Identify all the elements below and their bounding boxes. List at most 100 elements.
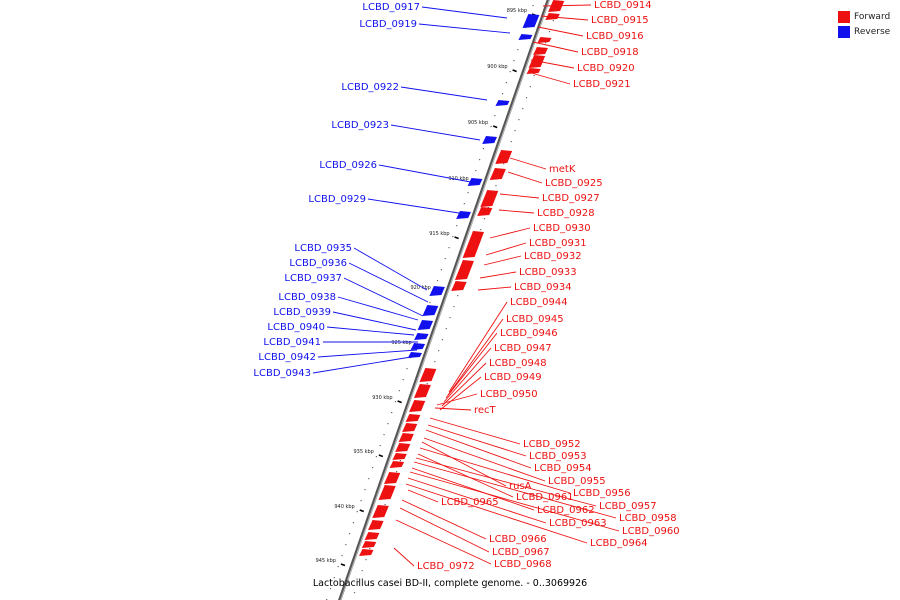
forward-gene[interactable] (489, 168, 506, 180)
forward-gene-label[interactable]: LCBD_0933 (519, 267, 577, 278)
reverse-gene-label[interactable]: LCBD_0938 (278, 292, 336, 303)
forward-gene[interactable] (402, 423, 418, 432)
forward-gene-label[interactable]: LCBD_0932 (524, 251, 582, 262)
forward-gene[interactable] (451, 281, 467, 291)
forward-gene-label[interactable]: LCBD_0954 (534, 463, 592, 474)
forward-gene-label[interactable]: LCBD_0966 (489, 534, 547, 545)
reverse-gene-label[interactable]: LCBD_0935 (294, 243, 352, 254)
forward-gene[interactable] (419, 368, 437, 382)
forward-gene-label[interactable]: LCBD_0950 (480, 389, 538, 400)
forward-gene[interactable] (384, 472, 401, 484)
forward-gene-label[interactable]: LCBD_0947 (494, 343, 552, 354)
forward-gene[interactable] (359, 549, 374, 556)
reverse-gene[interactable] (495, 100, 510, 106)
forward-gene-label[interactable]: recT (474, 405, 497, 416)
guide-dot (494, 115, 496, 117)
forward-gene[interactable] (462, 231, 484, 258)
forward-gene-label[interactable]: LCBD_0952 (523, 439, 581, 450)
forward-gene[interactable] (364, 532, 380, 540)
forward-gene-label[interactable]: LCBD_0953 (529, 451, 587, 462)
reverse-gene-label[interactable]: LCBD_0922 (341, 82, 399, 93)
forward-gene-label[interactable]: LCBD_0946 (500, 328, 558, 339)
reverse-gene-label[interactable]: LCBD_0939 (273, 307, 331, 318)
reverse-gene[interactable] (467, 178, 483, 186)
reverse-gene-label[interactable]: LCBD_0919 (359, 19, 417, 30)
forward-gene-label[interactable]: LCBD_0948 (489, 358, 547, 369)
forward-gene[interactable] (368, 520, 384, 530)
forward-gene-label[interactable]: LCBD_0968 (494, 559, 552, 570)
reverse-gene-label[interactable]: LCBD_0917 (362, 2, 420, 13)
forward-gene-label[interactable]: LCBD_0962 (537, 505, 595, 516)
forward-gene[interactable] (413, 384, 431, 398)
forward-gene-label[interactable]: LCBD_0957 (599, 501, 657, 512)
forward-gene[interactable] (477, 207, 493, 216)
reverse-gene[interactable] (429, 286, 445, 296)
forward-gene-label[interactable]: LCBD_0945 (506, 314, 564, 325)
forward-gene-label[interactable]: LCBD_0963 (549, 518, 607, 529)
forward-gene[interactable] (409, 400, 426, 412)
forward-gene-label[interactable]: LCBD_0916 (586, 31, 644, 42)
forward-gene-label[interactable]: rusA (509, 481, 532, 492)
forward-gene[interactable] (389, 461, 405, 468)
reverse-gene-label[interactable]: LCBD_0936 (289, 258, 347, 269)
forward-gene-label[interactable]: LCBD_0930 (533, 223, 591, 234)
forward-gene-label[interactable]: LCBD_0920 (577, 63, 635, 74)
reverse-gene-label[interactable]: LCBD_0942 (258, 352, 316, 363)
reverse-gene[interactable] (410, 343, 426, 350)
reverse-gene-label[interactable]: LCBD_0929 (308, 194, 366, 205)
forward-gene-label[interactable]: LCBD_0921 (573, 79, 631, 90)
reverse-gene-label[interactable]: LCBD_0923 (331, 120, 389, 131)
forward-gene-label[interactable]: LCBD_0960 (622, 526, 680, 537)
forward-gene-label[interactable]: LCBD_0931 (529, 238, 587, 249)
forward-gene-label[interactable]: LCBD_0956 (573, 488, 631, 499)
forward-gene[interactable] (372, 505, 389, 518)
forward-gene[interactable] (395, 443, 411, 452)
forward-gene-label[interactable]: LCBD_0961 (516, 492, 574, 503)
forward-gene[interactable] (533, 47, 548, 55)
forward-gene-label[interactable]: LCBD_0965 (441, 497, 499, 508)
forward-gene-label[interactable]: LCBD_0944 (510, 297, 568, 308)
forward-gene[interactable] (378, 485, 396, 500)
reverse-gene-label[interactable]: LCBD_0940 (267, 322, 325, 333)
forward-gene[interactable] (526, 68, 541, 74)
forward-gene-label[interactable]: LCBD_0964 (590, 538, 648, 549)
reverse-gene[interactable] (518, 34, 533, 40)
forward-gene-label[interactable]: LCBD_0967 (492, 547, 550, 558)
reverse-gene[interactable] (522, 14, 540, 28)
reverse-gene[interactable] (422, 305, 439, 316)
scale-tick-label: 910 kbp (448, 176, 468, 182)
reverse-gene-label[interactable]: LCBD_0941 (263, 337, 321, 348)
forward-gene[interactable] (480, 190, 499, 207)
reverse-leader-line (326, 326, 415, 336)
forward-gene-label[interactable]: LCBD_0914 (594, 0, 652, 11)
forward-gene-label[interactable]: LCBD_0958 (619, 513, 677, 524)
forward-gene-label[interactable]: LCBD_0927 (542, 193, 600, 204)
reverse-gene-label[interactable]: LCBD_0943 (253, 368, 311, 379)
forward-gene-label[interactable]: metK (549, 164, 576, 175)
forward-gene[interactable] (495, 150, 513, 164)
forward-gene[interactable] (545, 13, 560, 20)
reverse-gene[interactable] (456, 211, 471, 219)
forward-gene[interactable] (392, 453, 407, 460)
forward-gene-label[interactable]: LCBD_0928 (537, 208, 595, 219)
forward-gene-label[interactable]: LCBD_0918 (581, 47, 639, 58)
forward-gene[interactable] (454, 260, 474, 280)
forward-gene-label[interactable]: LCBD_0915 (591, 15, 649, 26)
reverse-gene-label[interactable]: LCBD_0937 (284, 273, 342, 284)
forward-gene[interactable] (361, 541, 377, 548)
reverse-gene[interactable] (417, 320, 434, 330)
forward-leader-line (498, 209, 535, 214)
reverse-gene[interactable] (482, 136, 498, 144)
forward-gene-label[interactable]: LCBD_0925 (545, 178, 603, 189)
forward-gene[interactable] (537, 37, 552, 43)
forward-gene[interactable] (405, 414, 421, 422)
forward-gene-label[interactable]: LCBD_0934 (514, 282, 572, 293)
forward-gene[interactable] (398, 433, 414, 442)
forward-gene-label[interactable]: LCBD_0949 (484, 372, 542, 383)
reverse-swatch (838, 25, 850, 38)
forward-gene-label[interactable]: LCBD_0972 (417, 561, 475, 572)
reverse-gene[interactable] (414, 333, 429, 340)
forward-gene-label[interactable]: LCBD_0955 (548, 476, 606, 487)
reverse-leader-line (367, 198, 460, 214)
reverse-gene-label[interactable]: LCBD_0926 (319, 160, 377, 171)
